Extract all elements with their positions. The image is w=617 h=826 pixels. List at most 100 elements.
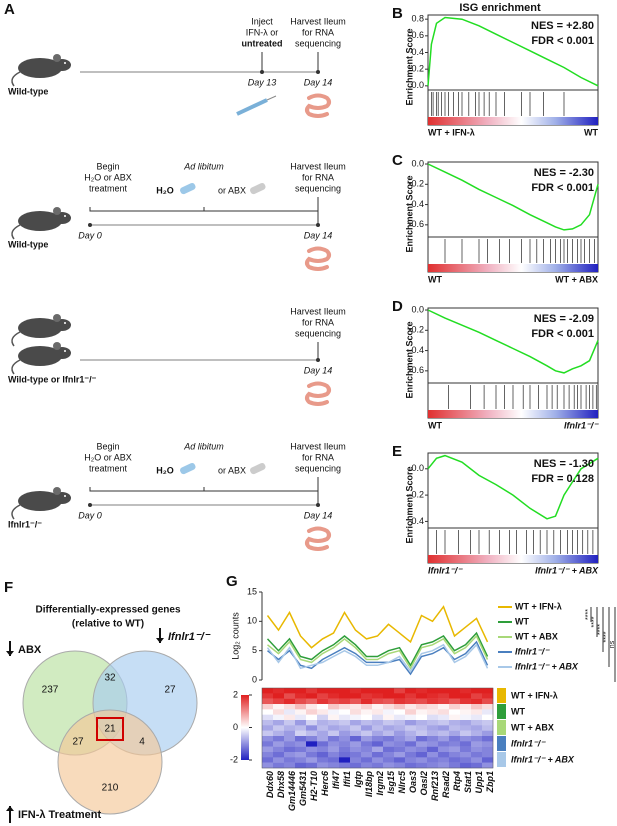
heat-cell <box>262 746 274 753</box>
mouse-ear <box>53 207 61 215</box>
heat-cell <box>449 752 461 758</box>
heat-cell <box>372 762 384 769</box>
y-tick-label: 0 <box>252 674 257 684</box>
heat-cell <box>416 762 428 769</box>
heat-cell <box>427 725 439 731</box>
set-label: IFN-λ Treatment <box>18 809 101 821</box>
venn-count: 27 <box>164 685 176 696</box>
event-text: sequencing <box>295 463 341 473</box>
heat-cell <box>394 720 406 726</box>
heat-cell <box>416 714 428 721</box>
heat-cell <box>427 757 439 763</box>
heat-cell <box>460 762 472 769</box>
y-tick-label: -0.2 <box>408 179 424 189</box>
heat-cell <box>416 730 428 737</box>
highlight-box <box>96 717 124 741</box>
colorbar-label: 2 <box>233 689 238 699</box>
heat-cell <box>273 693 285 699</box>
heat-cell <box>350 730 362 737</box>
heat-cell <box>427 720 439 726</box>
event-dot <box>316 503 320 507</box>
heat-cell <box>339 714 351 721</box>
y-tick-label: 5 <box>252 645 257 655</box>
heat-cell <box>449 741 461 747</box>
heat-cell <box>361 762 373 769</box>
heat-cell <box>471 736 483 742</box>
heat-cell <box>438 741 450 747</box>
heat-cell <box>328 741 340 747</box>
series-line <box>267 640 489 676</box>
heat-cell <box>361 698 373 705</box>
heat-cell <box>394 693 406 699</box>
left-label: WT + IFN-λ <box>428 127 475 137</box>
event-dot <box>260 70 264 74</box>
heat-cell <box>295 714 307 721</box>
heat-cell <box>350 698 362 705</box>
heat-cell <box>306 720 318 726</box>
heat-cell <box>383 709 395 715</box>
heat-cell <box>262 698 274 705</box>
heat-cell <box>372 720 384 726</box>
gene-label: Dhx58 <box>276 771 286 798</box>
heat-cell <box>284 752 296 758</box>
heat-cell <box>361 693 373 699</box>
heat-cell <box>405 704 417 710</box>
nes: NES = -2.30 <box>534 167 594 179</box>
gene-label: Rtp4 <box>452 771 462 791</box>
heat-cell <box>471 688 483 694</box>
heat-cell <box>416 688 428 694</box>
event-text: IFN-λ or <box>246 27 279 37</box>
heat-cell <box>339 725 351 731</box>
heat-cell <box>405 752 417 758</box>
heat-cell <box>460 693 472 699</box>
heat-cell <box>350 762 362 769</box>
heat-cell <box>372 698 384 705</box>
group-label: WT <box>511 706 525 716</box>
heat-cell <box>460 730 472 737</box>
heat-cell <box>350 741 362 747</box>
mouse-label: Wild-type <box>8 239 48 249</box>
group-label: WT + IFN-λ <box>511 690 558 700</box>
heat-cell <box>372 757 384 763</box>
heat-cell <box>295 704 307 710</box>
heat-cell <box>460 709 472 715</box>
heat-cell <box>471 730 483 737</box>
bottle <box>250 462 266 475</box>
heat-cell <box>438 736 450 742</box>
heat-cell <box>350 688 362 694</box>
heat-cell <box>482 709 494 715</box>
heat-cell <box>361 741 373 747</box>
event-dot <box>88 223 92 227</box>
heat-cell <box>361 730 373 737</box>
heat-cell <box>328 730 340 737</box>
heat-cell <box>328 688 340 694</box>
heat-cell <box>284 730 296 737</box>
y-axis-label: Enrichment Score <box>404 466 414 543</box>
event-text: Harvest Ileum <box>290 16 346 26</box>
heat-cell <box>317 693 329 699</box>
gene-label: Igtp <box>353 771 363 788</box>
gene-label: Ifi47 <box>331 770 341 789</box>
heat-cell <box>262 720 274 726</box>
bottle <box>180 182 196 195</box>
heat-cell <box>416 741 428 747</box>
heat-cell <box>438 704 450 710</box>
heat-cell <box>372 704 384 710</box>
heat-cell <box>383 725 395 731</box>
group-label: WT + ABX <box>511 722 554 732</box>
panel-label: E <box>392 443 402 460</box>
heat-cell <box>339 757 351 763</box>
heat-cell <box>317 688 329 694</box>
heat-cell <box>262 741 274 747</box>
heat-cell <box>295 762 307 769</box>
heat-cell <box>416 720 428 726</box>
sig-label: **** <box>591 616 598 627</box>
heat-cell <box>284 736 296 742</box>
right-label: WT <box>584 127 598 137</box>
heat-cell <box>284 741 296 747</box>
heat-cell <box>394 736 406 742</box>
heat-cell <box>262 704 274 710</box>
mouse-ear <box>53 342 61 350</box>
middle-right: or ABX <box>218 465 246 475</box>
heat-cell <box>427 730 439 737</box>
